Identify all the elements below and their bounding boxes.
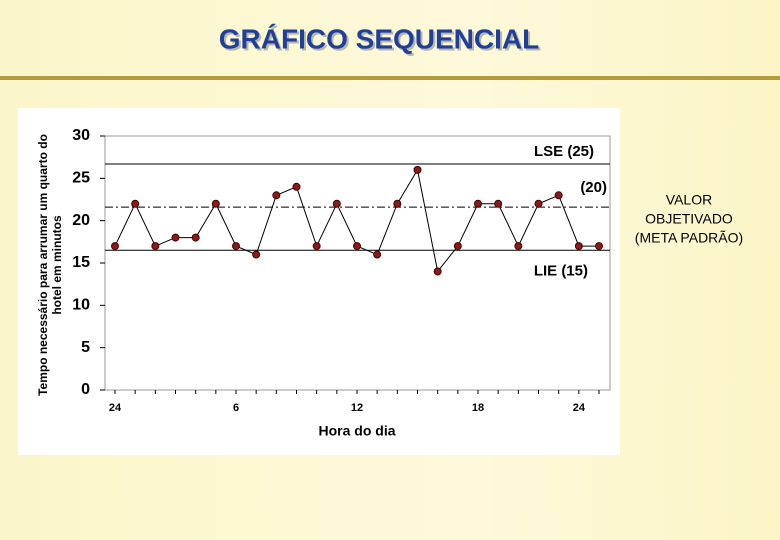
data-point (151, 242, 160, 251)
y-tick-label: 20 (72, 212, 90, 229)
y-tick-label: 15 (72, 254, 90, 271)
data-point (312, 242, 321, 251)
y-tick-label: 0 (81, 381, 90, 398)
data-point (272, 191, 281, 200)
data-point (191, 233, 200, 242)
data-point (332, 199, 341, 208)
side-note: VALOR (666, 192, 712, 208)
title-shadow: GRÁFICO SEQUENCIAL (221, 25, 541, 56)
side-note: OBJETIVADO (645, 211, 733, 227)
reference-label: (20) (580, 179, 607, 196)
side-note: (META PADRÃO) (635, 230, 743, 246)
data-point (373, 250, 382, 259)
x-tick-label: 24 (109, 402, 122, 414)
y-axis-label: Tempo necessário para arrumar um quarto … (36, 134, 64, 396)
x-tick-label: 24 (573, 402, 586, 414)
data-point (514, 242, 523, 251)
x-tick-label: 6 (233, 402, 239, 414)
chart-area (18, 108, 620, 455)
data-point (171, 233, 180, 242)
data-point (353, 242, 361, 251)
y-tick-label: 5 (81, 339, 90, 356)
data-point (474, 199, 482, 208)
y-label-line: hotel em minutos (50, 215, 64, 315)
slide-title: GRÁFICO SEQUENCIAL (219, 23, 539, 54)
data-point (494, 199, 503, 208)
data-point (211, 199, 220, 208)
data-point (111, 242, 119, 251)
reference-label: LSE (25) (534, 143, 594, 160)
data-point (232, 242, 240, 251)
data-point (554, 191, 563, 200)
data-point (393, 199, 402, 208)
data-point (252, 250, 261, 259)
x-axis-label: Hora do dia (318, 423, 395, 439)
reference-label: LIE (15) (534, 262, 588, 279)
data-point (292, 182, 301, 191)
data-point (453, 242, 462, 251)
y-tick-label: 30 (72, 127, 90, 144)
y-tick-label: 10 (72, 297, 90, 314)
data-point (433, 267, 442, 276)
x-tick-label: 18 (472, 402, 484, 414)
data-point (595, 242, 603, 251)
data-point (413, 165, 422, 174)
y-tick-label: 25 (72, 170, 90, 187)
title-rule (0, 76, 780, 80)
data-point (534, 199, 543, 208)
data-point (574, 242, 583, 251)
data-point (131, 199, 140, 208)
y-label-line: Tempo necessário para arrumar um quarto … (36, 134, 50, 396)
x-tick-label: 12 (351, 402, 363, 414)
